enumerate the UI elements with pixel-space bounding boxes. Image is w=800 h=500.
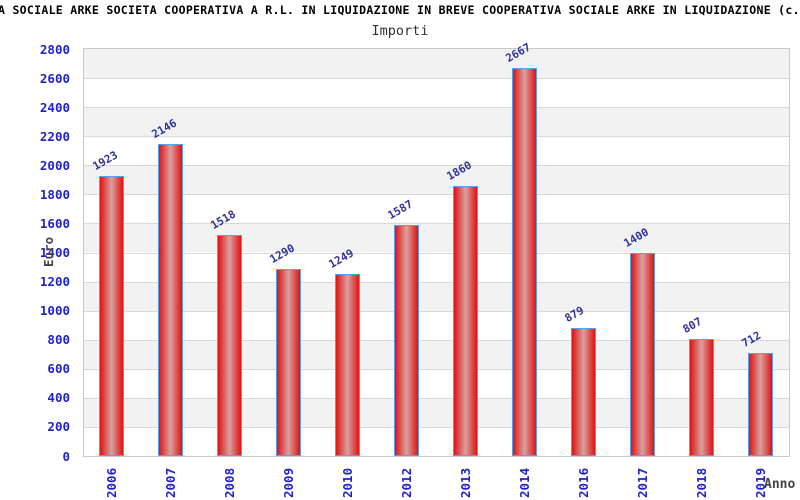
bar-2018 <box>689 338 714 456</box>
grid-band <box>84 281 789 311</box>
bar-2016 <box>571 328 596 456</box>
gridline <box>84 397 789 399</box>
x-tick-label: 2006 <box>104 467 119 498</box>
gridline <box>84 339 789 341</box>
grid-band <box>84 397 789 427</box>
x-tick-label: 2018 <box>694 467 709 498</box>
gridline <box>84 426 789 428</box>
grid-band <box>84 223 789 253</box>
gridline <box>84 368 789 370</box>
y-tick-label: 800 <box>47 332 70 348</box>
bar-value-label: 1587 <box>385 197 415 223</box>
grid-band <box>84 49 789 79</box>
bar-2014 <box>512 68 537 456</box>
x-tick-label: 2007 <box>163 467 178 498</box>
x-tick-label: 2014 <box>517 467 532 498</box>
y-tick-label: 2000 <box>39 157 70 173</box>
gridline <box>84 223 789 225</box>
y-tick-label: 600 <box>47 361 70 377</box>
x-tick-label: 2010 <box>340 467 355 498</box>
y-tick-label: 1800 <box>39 186 70 202</box>
grid-band <box>84 165 789 195</box>
y-tick-label: 2200 <box>39 128 70 144</box>
gridline <box>84 310 789 312</box>
x-tick-label: 2013 <box>458 467 473 498</box>
y-tick-label: 1200 <box>39 274 70 290</box>
x-tick-label: 2012 <box>399 467 414 498</box>
bar-value-label: 807 <box>680 314 705 336</box>
bar-2008 <box>217 235 242 456</box>
gridline <box>84 281 789 283</box>
chart-subtitle: Importi <box>371 23 429 39</box>
plot-area: 1923 2146 1518 1290 1249 1587 1860 2667 879 1400 8… <box>83 41 790 457</box>
bar-2010 <box>335 274 360 456</box>
y-tick-label: 200 <box>47 419 70 435</box>
y-axis-title: Euro <box>41 236 56 267</box>
grid-band <box>84 107 789 137</box>
bar-2009 <box>276 268 301 456</box>
y-tick-label: 2800 <box>39 41 70 57</box>
x-tick-label: 2017 <box>635 467 650 498</box>
bar-2006 <box>99 176 124 456</box>
gridline <box>84 252 789 254</box>
y-tick-label: 2600 <box>39 70 70 86</box>
gridline <box>84 136 789 138</box>
x-axis-title: Anno <box>764 477 796 492</box>
gridline <box>84 165 789 167</box>
y-tick-label: 1600 <box>39 215 70 231</box>
x-tick-label: 2016 <box>576 467 591 498</box>
bar-2007 <box>158 144 183 456</box>
y-tick-label: 1400 <box>39 245 70 260</box>
chart-title: A SOCIALE ARKE SOCIETA COOPERATIVA A R.L… <box>0 3 800 17</box>
gridline <box>84 78 789 80</box>
x-tick-label: 2009 <box>281 467 296 498</box>
bar-2012 <box>394 225 419 456</box>
y-tick-label: 0 <box>62 448 70 464</box>
x-tick-label: 2008 <box>222 467 237 498</box>
y-tick-label: 400 <box>47 390 70 406</box>
gridline <box>84 107 789 109</box>
bar-2017 <box>630 252 655 456</box>
y-tick-label: 1000 <box>39 303 70 319</box>
gridline <box>84 194 789 196</box>
bar-2019 <box>748 352 773 456</box>
bar-2013 <box>453 185 478 456</box>
grid-band <box>84 339 789 369</box>
y-tick-label: 2400 <box>39 99 70 115</box>
